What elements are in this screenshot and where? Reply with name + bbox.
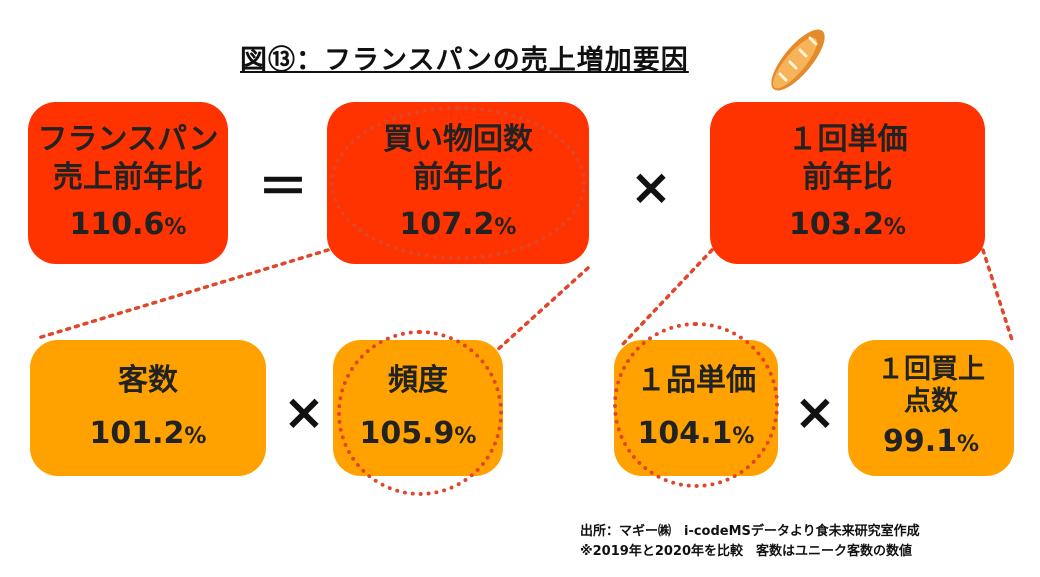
frequency-box: 頻度 105.9% [333, 340, 503, 476]
diagram-title: 図⑬：フランスパンの売上増加要因 [240, 45, 689, 76]
connector-line [620, 248, 714, 347]
total-label-line2: 売上前年比 [53, 159, 203, 195]
items-value: 99.1% [882, 423, 980, 459]
total-label-line1: フランスパン [37, 121, 219, 157]
unit-price-label-line1: １回単価 [787, 121, 908, 157]
shopping-label-line2: 前年比 [413, 159, 503, 195]
shopping-label-line1: 買い物回数 [383, 121, 533, 157]
connector-line [493, 266, 590, 354]
shopping-count-box: 買い物回数 前年比 107.2% [327, 102, 589, 264]
items-per-visit-box: １回買上 点数 99.1% [848, 340, 1014, 476]
source-line1: 出所：マギー㈱ i-codeMSデータより食未来研究室作成 [580, 524, 920, 539]
total-sales-box: フランスパン 売上前年比 110.6% [28, 102, 228, 264]
customers-label: 客数 [118, 362, 178, 398]
customers-value: 101.2% [89, 415, 207, 451]
unit-price-value: 103.2% [789, 206, 906, 242]
unit-price-box: １回単価 前年比 103.2% [710, 102, 985, 264]
times-sign: × [794, 383, 836, 441]
items-label-line1: １回買上 [877, 353, 985, 385]
item-price-box: １品単価 104.1% [614, 340, 778, 476]
connector-line [981, 248, 1014, 342]
shopping-value: 107.2% [399, 206, 517, 242]
source-line2: ※2019年と2020年を比較 客数はユニーク客数の数値 [580, 544, 913, 559]
item-price-label: １品単価 [636, 362, 756, 398]
equals-sign: ＝ [258, 158, 308, 216]
times-sign: × [283, 383, 325, 441]
connector-line [36, 248, 330, 340]
baguette-icon [771, 29, 825, 91]
source-note: 出所：マギー㈱ i-codeMSデータより食未来研究室作成 ※2019年と202… [580, 522, 920, 562]
items-label-line2: 点数 [904, 385, 958, 417]
total-value: 110.6% [69, 206, 187, 242]
customers-box: 客数 101.2% [30, 340, 266, 476]
frequency-value: 105.9% [359, 415, 477, 451]
unit-price-label-line2: 前年比 [802, 159, 893, 195]
times-sign: × [630, 158, 672, 216]
frequency-label: 頻度 [388, 362, 448, 398]
item-price-value: 104.1% [637, 415, 755, 451]
